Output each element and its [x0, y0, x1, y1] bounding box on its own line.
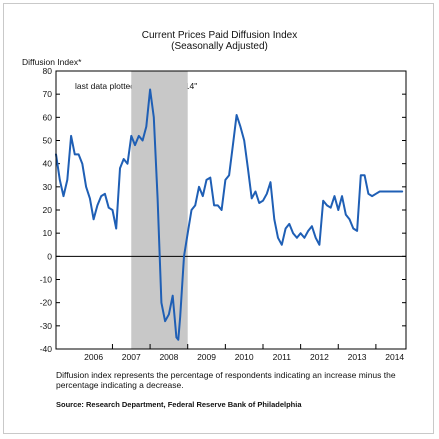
y-axis-label: Diffusion Index* — [22, 57, 82, 67]
chart-title: Current Prices Paid Diffusion Index — [141, 30, 298, 41]
x-tick-label: 2006 — [84, 352, 103, 362]
y-tick-label: 0 — [47, 251, 52, 261]
y-tick-label: -20 — [40, 298, 53, 308]
x-tick-label: 2013 — [348, 352, 367, 362]
chart-frame — [3, 3, 434, 434]
x-tick-label: 2007 — [122, 352, 141, 362]
x-tick-label: 2011 — [273, 352, 292, 362]
y-tick-label: -40 — [40, 344, 53, 354]
y-tick-label: 20 — [43, 205, 53, 215]
y-tick-label: 60 — [43, 112, 53, 122]
x-tick-label: 2009 — [197, 352, 216, 362]
plot-border — [55, 70, 407, 350]
footnote: Diffusion index represents the percentag… — [56, 370, 396, 390]
x-tick-label: 2008 — [159, 352, 178, 362]
y-tick-label: 40 — [43, 159, 53, 169]
recession-band — [131, 71, 188, 349]
x-tick-label: 2014 — [385, 352, 404, 362]
chart-subtitle: (Seasonally Adjusted) — [171, 41, 268, 52]
y-tick-label: 70 — [43, 89, 53, 99]
series-line — [55, 88, 404, 341]
x-tick-label: 2010 — [235, 352, 254, 362]
y-tick-label: 50 — [43, 136, 53, 146]
y-tick-label: 10 — [43, 228, 53, 238]
source-note: Source: Research Department, Federal Res… — [56, 400, 302, 409]
y-tick-label: -10 — [40, 275, 53, 285]
y-tick-label: 30 — [43, 182, 53, 192]
y-tick-label: -30 — [40, 321, 53, 331]
x-tick-label: 2012 — [310, 352, 329, 362]
y-tick-label: 80 — [43, 66, 53, 76]
